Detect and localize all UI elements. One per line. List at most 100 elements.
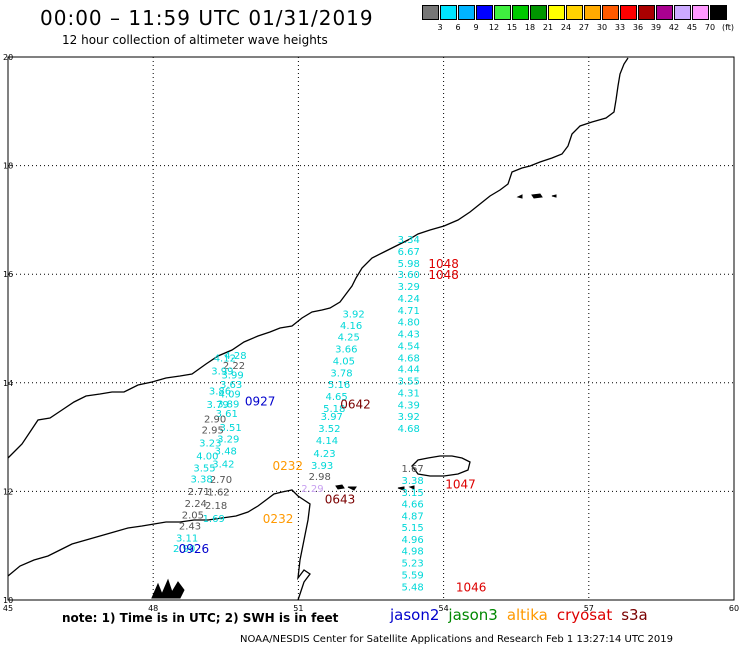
swh-observation: 3.89: [217, 399, 239, 410]
swh-observation: 4.65: [326, 392, 348, 403]
pass-time-label: 0643: [325, 492, 356, 506]
swh-observation: 3.38: [190, 474, 212, 485]
legend-item-cryosat: cryosat: [556, 606, 613, 624]
swh-observation: 3.52: [318, 424, 340, 435]
scale-label: 18: [524, 23, 536, 32]
swh-observation: 2.43: [179, 522, 201, 533]
swh-observation: 3.79: [206, 400, 228, 411]
scale-label: 36: [632, 23, 644, 32]
scale-label: 45: [686, 23, 698, 32]
swh-observation: 5.59: [401, 570, 423, 581]
lon-tick-label: 60: [729, 604, 739, 613]
scale-swatch: [566, 5, 583, 20]
swh-observation: 4.39: [398, 401, 420, 412]
pass-time-label: 1046: [456, 580, 487, 594]
scale-label: 33: [614, 23, 626, 32]
scale-label: 30: [596, 23, 608, 32]
lat-tick-label: 12: [3, 487, 13, 496]
map-title: 00:00 – 11:59 UTC 01/31/2019: [40, 6, 374, 30]
pass-time-label: 1048: [428, 257, 459, 271]
swh-observation: 4.05: [333, 357, 355, 368]
lon-tick-label: 48: [148, 604, 158, 613]
scale-swatch: [476, 5, 493, 20]
map-frame: [7, 56, 735, 601]
pass-time-label: 1047: [445, 477, 476, 491]
swh-observation: 3.51: [220, 423, 242, 434]
swh-observation: 3.92: [398, 412, 420, 423]
swh-observation: 2.70: [210, 475, 232, 486]
swh-observation: 4.31: [398, 389, 420, 400]
credit-line: NOAA/NESDIS Center for Satellite Applica…: [240, 634, 673, 645]
swh-observation: 3.29: [217, 435, 239, 446]
lon-tick-label: 45: [3, 604, 13, 613]
swh-observation: 3.23: [199, 439, 221, 450]
scale-label: 6: [455, 23, 461, 32]
lat-tick-label: 14: [3, 379, 13, 388]
swh-observation: 4.24: [398, 294, 420, 305]
pass-time-label: 0232: [272, 459, 303, 473]
swh-observation: 4.09: [219, 390, 241, 401]
swh-observation: 2.95: [202, 425, 224, 436]
scale-swatch: [548, 5, 565, 20]
swh-observation: 3.55: [193, 464, 215, 475]
swh-observation: 3.55: [398, 377, 420, 388]
scale-swatch: [530, 5, 547, 20]
swh-observation: 4.80: [398, 317, 420, 328]
swh-observation: 3.86: [209, 386, 231, 397]
swh-observation: 4.71: [398, 306, 420, 317]
scale-swatch: [710, 5, 727, 20]
swh-observation: 6.67: [398, 247, 420, 258]
pass-time-label: 0642: [340, 397, 371, 411]
scale-label: 42: [668, 23, 680, 32]
swh-observation: 4.87: [401, 511, 423, 522]
swh-observation: 2.71: [188, 487, 210, 498]
pass-time-label: 1048: [428, 268, 459, 282]
swh-observation: 3.63: [220, 380, 242, 391]
swh-observation: 3.60: [398, 270, 420, 281]
swh-observation: 3.78: [330, 368, 352, 379]
swh-observation: 2.98: [309, 472, 331, 483]
scale-swatch: [638, 5, 655, 20]
swh-observation: 3.97: [321, 412, 343, 423]
scale-label: 70: [704, 23, 716, 32]
scale-label: 3: [437, 23, 443, 32]
swh-observation: 5.48: [401, 582, 423, 593]
swh-observation: 4.23: [313, 449, 335, 460]
scale-label: (ft): [721, 23, 735, 32]
swh-observation: 3.29: [398, 282, 420, 293]
swh-observation: 2.18: [205, 501, 227, 512]
swh-observation: 4.25: [338, 333, 360, 344]
lat-tick-label: 20: [3, 53, 13, 62]
swh-observation: 2.24: [185, 499, 207, 510]
scale-swatch: [494, 5, 511, 20]
scale-label: 12: [488, 23, 500, 32]
wave-height-observations: 3.346.675.983.603.294.244.714.804.434.54…: [173, 235, 424, 594]
axis-tick-labels: 45 48 51 54 57 60 20 18 16 14 12 10: [3, 53, 739, 613]
scale-label: 39: [650, 23, 662, 32]
swh-observation: 3.61: [216, 409, 238, 420]
scale-label: 21: [542, 23, 554, 32]
swh-observation: 1.67: [401, 464, 423, 475]
swh-observation: 5.98: [398, 259, 420, 270]
swh-observation: 4.00: [196, 452, 218, 463]
scale-swatch: [620, 5, 637, 20]
swh-observation: 4.98: [401, 547, 423, 558]
legend-item-s3a: s3a: [621, 606, 648, 624]
swh-observation: 2.90: [204, 415, 226, 426]
swh-observation: 3.15: [401, 488, 423, 499]
swh-observation: 3.48: [215, 447, 237, 458]
scale-swatch: [584, 5, 601, 20]
swh-observation: 3.93: [311, 461, 333, 472]
swh-observation: 5.16: [328, 380, 350, 391]
legend-item-altika: altika: [506, 606, 548, 624]
swh-observation: 1.69: [203, 514, 225, 525]
lat-tick-label: 16: [3, 270, 13, 279]
scale-swatch: [458, 5, 475, 20]
swh-observation: 3.38: [401, 476, 423, 487]
scale-swatch: [512, 5, 529, 20]
lat-tick-label: 18: [3, 162, 13, 171]
legend-item-jason2: jason2: [390, 606, 440, 624]
scale-label: 9: [473, 23, 479, 32]
